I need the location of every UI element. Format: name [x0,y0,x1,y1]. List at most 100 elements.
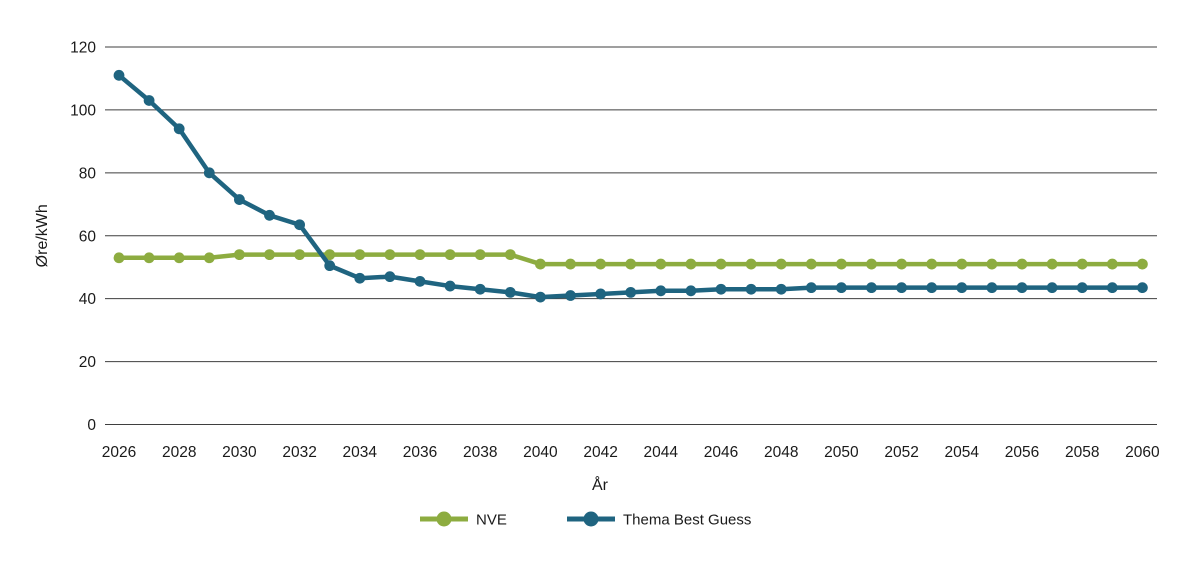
data-point-thema-best-guess [173,123,185,135]
data-point-thema-best-guess [715,283,727,295]
x-tick-label: 2032 [282,444,316,461]
data-point-thema-best-guess [866,282,877,294]
data-point-thema-best-guess [745,283,757,295]
data-point-thema-best-guess [535,291,546,303]
data-point-nve [384,249,396,261]
data-point-nve [414,249,426,261]
data-point-nve [866,258,877,270]
x-tick-label: 2048 [764,444,798,461]
data-point-nve [354,249,366,261]
data-point-nve [926,258,938,270]
x-tick-label: 2054 [945,444,980,461]
data-point-nve [836,258,847,270]
data-point-thema-best-guess [805,282,817,294]
x-tick-label: 2038 [463,444,497,461]
data-point-nve [595,258,606,270]
data-point-nve [986,258,998,270]
data-point-nve [1137,258,1148,270]
data-point-nve [1076,258,1088,270]
x-tick-label: 2056 [1005,444,1039,461]
data-point-thema-best-guess [685,285,697,297]
data-point-thema-best-guess [414,275,426,287]
data-point-thema-best-guess [625,286,637,298]
x-tick-label: 2052 [884,444,918,461]
x-tick-label: 2042 [583,444,617,461]
data-point-nve [324,249,336,261]
data-point-nve [143,252,155,264]
x-tick-label: 2050 [824,444,859,461]
data-point-nve [805,258,817,270]
data-point-nve [685,258,697,270]
data-point-thema-best-guess [956,282,968,294]
data-point-nve [625,258,637,270]
x-tick-label: 2044 [644,444,679,461]
data-point-thema-best-guess [775,283,787,295]
data-point-nve [715,258,727,270]
data-point-thema-best-guess [595,288,606,300]
data-point-thema-best-guess [384,271,396,283]
data-point-nve [655,258,667,270]
data-point-nve [775,258,787,270]
data-point-nve [956,258,968,270]
data-point-thema-best-guess [504,286,516,298]
x-tick-label: 2040 [523,444,558,461]
y-axis-title: Øre/kWh [34,204,51,267]
y-tick-label: 100 [70,102,96,119]
data-point-nve [896,258,907,270]
legend-swatch-marker-nve [436,511,452,527]
data-point-nve [535,258,546,270]
data-point-nve [113,252,125,264]
x-tick-label: 2026 [102,444,136,461]
legend-swatch-marker-thema-best-guess [583,511,599,527]
x-tick-label: 2046 [704,444,738,461]
data-point-thema-best-guess [1106,282,1118,294]
data-point-thema-best-guess [986,282,998,294]
data-point-nve [504,249,516,261]
data-point-thema-best-guess [113,69,125,81]
data-point-thema-best-guess [1046,282,1058,294]
x-tick-label: 2028 [162,444,196,461]
data-point-nve [565,258,576,270]
x-tick-label: 2034 [343,444,378,461]
data-point-nve [203,252,215,264]
data-point-nve [474,249,486,261]
data-point-nve [444,249,456,261]
data-point-nve [1016,258,1028,270]
data-point-thema-best-guess [926,282,938,294]
data-point-nve [294,249,305,261]
data-point-thema-best-guess [565,290,576,301]
data-point-thema-best-guess [1076,282,1088,294]
data-point-thema-best-guess [203,167,215,179]
data-point-nve [745,258,757,270]
y-tick-label: 120 [70,40,96,57]
data-point-thema-best-guess [655,285,667,297]
data-point-thema-best-guess [896,282,907,294]
data-point-thema-best-guess [354,272,366,284]
legend-label-nve: NVE [476,512,507,529]
x-tick-label: 2036 [403,444,437,461]
data-point-thema-best-guess [264,209,275,221]
x-tick-label: 2030 [222,444,257,461]
y-tick-label: 0 [87,417,96,434]
x-tick-label: 2060 [1125,444,1160,461]
data-point-thema-best-guess [1016,282,1028,294]
x-axis-title: År [592,475,609,494]
y-tick-label: 40 [79,291,97,308]
data-point-thema-best-guess [234,194,245,205]
data-point-thema-best-guess [474,283,486,295]
data-point-thema-best-guess [143,95,155,106]
data-point-thema-best-guess [444,280,456,292]
data-point-nve [264,249,275,261]
data-point-nve [173,252,185,264]
x-tick-label: 2058 [1065,444,1099,461]
data-point-thema-best-guess [836,282,847,294]
y-tick-label: 20 [79,354,97,371]
data-point-nve [1106,258,1118,270]
legend-label-thema-best-guess: Thema Best Guess [623,512,751,529]
data-point-thema-best-guess [324,260,336,272]
data-point-thema-best-guess [1137,282,1148,294]
data-point-thema-best-guess [294,219,305,231]
data-point-nve [1046,258,1058,270]
